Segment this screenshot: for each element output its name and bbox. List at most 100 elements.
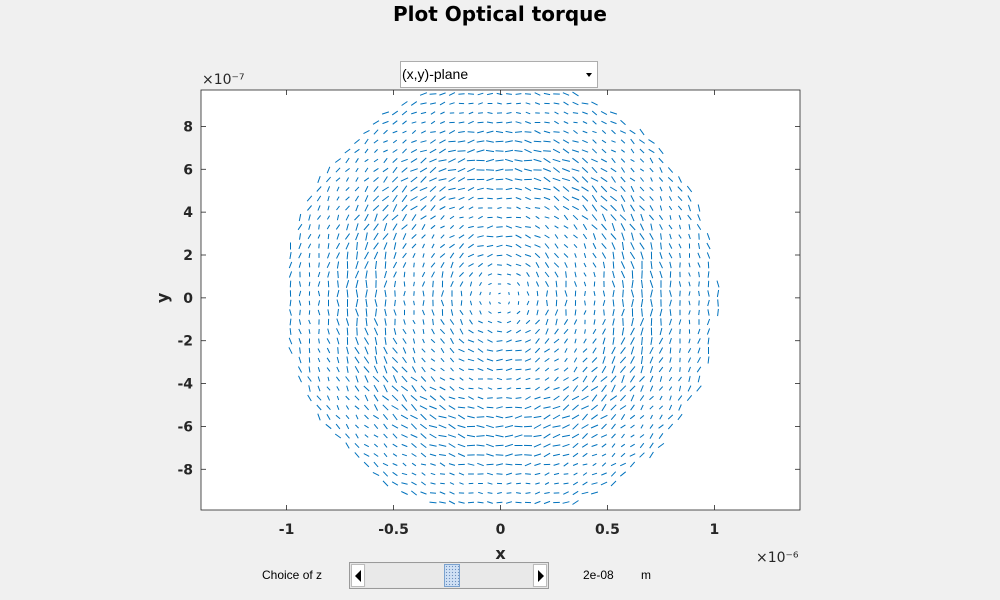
slider-increment-button[interactable] xyxy=(533,564,547,587)
torque-arrow xyxy=(372,205,380,211)
slider-thumb[interactable] xyxy=(444,564,460,587)
torque-arrow xyxy=(648,139,655,144)
torque-arrow xyxy=(553,348,560,353)
torque-arrow xyxy=(641,289,643,298)
torque-arrow xyxy=(299,281,301,287)
torque-arrow xyxy=(288,337,293,345)
torque-arrow xyxy=(327,195,330,202)
plane-selector-dropdown[interactable]: (x,y)-plane xyxy=(400,61,598,88)
torque-arrow xyxy=(450,337,454,345)
torque-arrow xyxy=(468,234,474,239)
torque-arrow xyxy=(679,367,681,372)
torque-arrow xyxy=(601,384,607,393)
slider-decrement-button[interactable] xyxy=(351,564,365,587)
torque-arrow xyxy=(620,139,626,144)
torque-arrow xyxy=(591,453,598,457)
torque-arrow xyxy=(421,357,426,363)
torque-arrow xyxy=(561,177,571,182)
torque-arrow xyxy=(384,251,387,260)
torque-arrow xyxy=(668,404,673,411)
torque-arrow xyxy=(688,338,691,344)
x-tick-label: -0.5 xyxy=(378,522,409,538)
torque-arrow xyxy=(393,309,397,316)
torque-arrow xyxy=(496,406,503,409)
torque-arrow xyxy=(688,375,691,383)
torque-arrow xyxy=(476,435,485,437)
torque-arrow xyxy=(545,224,549,230)
torque-arrow xyxy=(504,149,514,153)
torque-arrow xyxy=(383,346,388,355)
torque-arrow xyxy=(429,405,437,410)
torque-arrow xyxy=(496,349,503,352)
torque-arrow xyxy=(308,319,311,325)
torque-arrow xyxy=(364,241,369,251)
torque-arrow xyxy=(298,252,302,259)
torque-arrow xyxy=(498,292,501,295)
torque-arrow xyxy=(317,376,321,382)
torque-arrow xyxy=(373,453,379,457)
torque-arrow xyxy=(336,196,340,201)
torque-arrow xyxy=(536,290,539,297)
torque-arrow xyxy=(629,177,636,182)
torque-arrow xyxy=(525,492,531,494)
torque-arrow xyxy=(630,185,635,193)
torque-arrow xyxy=(630,213,635,222)
torque-arrow xyxy=(375,260,377,270)
torque-arrow xyxy=(581,424,589,429)
torque-arrow xyxy=(438,424,447,429)
torque-arrow xyxy=(336,252,340,259)
torque-arrow xyxy=(678,319,682,325)
torque-arrow xyxy=(515,121,522,124)
torque-arrow xyxy=(458,501,465,504)
torque-arrow xyxy=(421,121,426,124)
torque-arrow xyxy=(553,139,560,144)
torque-arrow xyxy=(591,357,598,363)
torque-arrow xyxy=(298,338,302,344)
torque-arrow xyxy=(346,223,349,231)
torque-arrow xyxy=(410,434,418,438)
torque-arrow xyxy=(553,472,560,476)
torque-arrow xyxy=(430,358,436,362)
torque-arrow xyxy=(564,234,568,239)
slider-track[interactable] xyxy=(366,564,532,587)
torque-arrow xyxy=(525,348,531,353)
torque-arrow xyxy=(687,195,692,202)
torque-arrow xyxy=(516,206,521,210)
torque-arrow xyxy=(317,281,321,287)
torque-arrow xyxy=(544,234,550,239)
torque-arrow xyxy=(630,289,635,298)
torque-arrow xyxy=(524,454,532,456)
torque-arrow xyxy=(289,309,292,316)
torque-arrow xyxy=(534,207,541,209)
torque-arrow xyxy=(421,348,426,353)
torque-arrow xyxy=(619,385,627,392)
torque-arrow xyxy=(448,92,456,96)
torque-arrow xyxy=(698,309,700,316)
torque-arrow xyxy=(707,299,710,307)
torque-arrow xyxy=(467,501,475,504)
torque-arrow xyxy=(555,318,558,326)
torque-arrow xyxy=(517,291,520,296)
torque-arrow xyxy=(534,92,541,96)
torque-arrow xyxy=(345,196,350,201)
torque-arrow xyxy=(629,453,636,457)
torque-arrow xyxy=(393,252,397,259)
torque-arrow xyxy=(458,472,465,476)
torque-arrow xyxy=(327,290,330,297)
torque-arrow xyxy=(582,413,588,421)
torque-arrow xyxy=(410,423,418,430)
z-slider[interactable] xyxy=(349,562,549,589)
torque-arrow xyxy=(591,394,598,402)
torque-arrow xyxy=(438,415,447,419)
torque-arrow xyxy=(514,140,523,143)
torque-arrow xyxy=(497,320,502,324)
torque-arrow xyxy=(678,404,682,411)
torque-arrow xyxy=(460,290,463,297)
torque-arrow xyxy=(669,299,672,307)
torque-arrow xyxy=(447,434,457,438)
torque-arrow xyxy=(527,281,529,287)
torque-arrow xyxy=(544,472,550,476)
torque-arrow xyxy=(420,433,427,439)
torque-arrow xyxy=(620,185,626,193)
torque-arrow xyxy=(326,367,331,372)
